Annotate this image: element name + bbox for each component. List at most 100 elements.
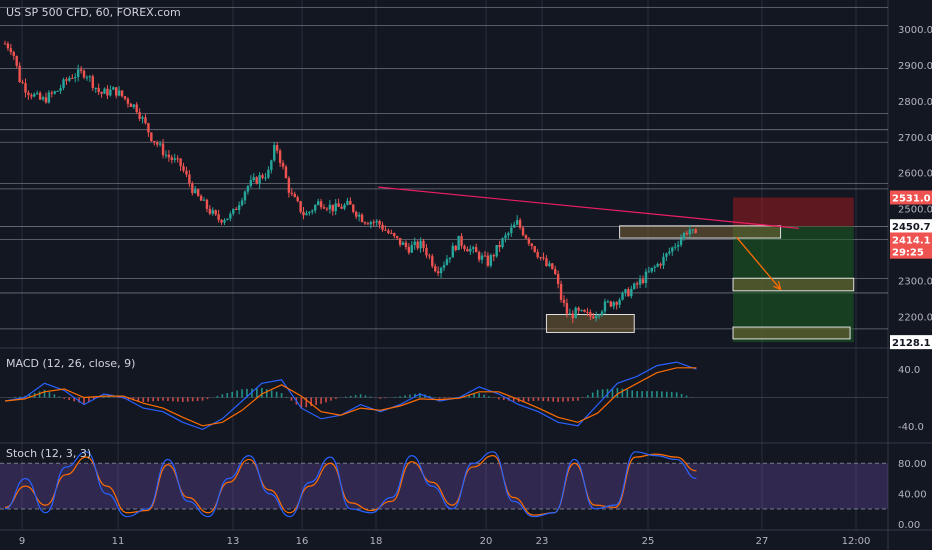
candle-body (115, 87, 118, 96)
candle-body (401, 242, 405, 245)
macd-histogram-bar (478, 393, 480, 398)
candle-body (185, 170, 188, 175)
macd-histogram-bar (68, 397, 71, 401)
macd-histogram-bar (310, 397, 313, 407)
candle-body (483, 255, 487, 257)
macd-line (4, 361, 697, 431)
macd-histogram-bar (503, 397, 505, 401)
macd-histogram-bar (63, 397, 66, 399)
candle-body (79, 69, 83, 71)
candle-body (305, 213, 308, 216)
macd-title: MACD (12, 26, close, 9) (6, 357, 135, 370)
macd-histogram-bar (651, 391, 653, 398)
candle-body (278, 150, 282, 163)
stoch-y-tick: 0.00 (898, 520, 920, 531)
candle-body (603, 301, 607, 312)
candle-body (311, 210, 314, 212)
macd-histogram-bar (596, 389, 599, 398)
candle-body (381, 224, 384, 230)
macd-histogram-bar (498, 397, 500, 400)
candle-body (378, 220, 381, 225)
candle-body (237, 205, 241, 210)
candle-body (325, 208, 329, 210)
macd-histogram-bar (661, 391, 663, 398)
macd-histogram-bar (557, 397, 559, 402)
x-tick-label: 27 (756, 536, 769, 547)
candle-body (580, 309, 583, 311)
price-tag-bg (890, 219, 932, 234)
candle-body (536, 252, 539, 258)
candle-body (235, 208, 238, 210)
candle-body (144, 117, 147, 124)
candle-body (290, 192, 294, 194)
candle-body (74, 77, 77, 79)
candle-body (319, 201, 323, 208)
macd-histogram-bar (28, 394, 31, 398)
macd-histogram-bar (300, 397, 303, 409)
price-tag-bg (890, 244, 932, 259)
candle-body (316, 201, 320, 206)
x-tick-label: 25 (642, 536, 655, 547)
macd-histogram-bar (127, 397, 130, 400)
candle-body (112, 87, 115, 90)
candle-body (120, 90, 124, 97)
y-tick-label: 2900.0 (898, 61, 932, 72)
candle-body (568, 313, 572, 315)
macd-histogram-bar (349, 395, 352, 398)
macd-histogram-bar (315, 397, 317, 405)
candle-body (226, 218, 229, 221)
candle-body (176, 158, 179, 160)
macd-histogram-bar (157, 397, 159, 402)
candle-body (217, 214, 220, 220)
candle-body (296, 197, 299, 202)
candle-body (194, 189, 197, 194)
macd-histogram-bar (280, 393, 283, 398)
macd-histogram-bar (522, 397, 525, 402)
candle-body (24, 83, 27, 93)
candle-body (682, 232, 686, 239)
macd-histogram-bar (305, 397, 308, 408)
macd-histogram-bar (369, 396, 372, 398)
candle-body (372, 222, 375, 224)
macd-histogram-bar (275, 391, 278, 398)
candle-body (331, 204, 334, 212)
candle-body (199, 195, 203, 201)
candle-body (264, 177, 267, 179)
candle-body (275, 145, 279, 151)
candle-body (524, 235, 528, 239)
price-tag-bg (890, 335, 932, 350)
candle-body (346, 200, 349, 205)
candle-body (6, 43, 10, 49)
stop-loss-zone (733, 197, 854, 227)
chart-title: US SP 500 CFD, 60, FOREX.com (6, 6, 181, 19)
candle-body (299, 201, 302, 212)
resistance-trendline (378, 186, 799, 229)
candle-body (562, 299, 566, 303)
macd-histogram-bar (231, 391, 233, 398)
candle-body (223, 220, 226, 223)
macd-histogram-bar (527, 397, 530, 402)
candle-body (293, 193, 296, 198)
candle-body (284, 166, 288, 179)
candle-body (129, 103, 133, 107)
price-tag-bg (890, 190, 932, 205)
candle-body (340, 206, 343, 209)
candle-body (422, 240, 425, 248)
x-tick-label: 13 (227, 536, 240, 547)
macd-histogram-bar (621, 388, 624, 398)
macd-histogram-bar (162, 397, 164, 401)
candle-body (50, 92, 54, 94)
annotation-box (732, 326, 851, 340)
candle-body (384, 229, 387, 231)
candle-body (685, 232, 689, 235)
candle-body (463, 245, 466, 250)
macd-histogram-bar (265, 389, 268, 398)
macd-histogram-bar (344, 396, 347, 398)
macd-histogram-bar (181, 397, 184, 402)
macd-histogram-bar (591, 392, 594, 398)
y-tick-label: 2500.0 (898, 205, 932, 216)
macd-histogram-bar (246, 388, 248, 398)
candle-body (551, 263, 554, 270)
candle-body (352, 204, 355, 212)
candle-body (68, 77, 71, 81)
